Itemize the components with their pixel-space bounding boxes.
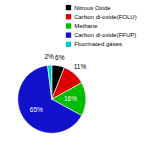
svg-text:Carbon di-oxide(FOLU): Carbon di-oxide(FOLU) bbox=[74, 14, 136, 20]
svg-text:Methane: Methane bbox=[74, 23, 98, 29]
svg-text:2%: 2% bbox=[44, 53, 54, 60]
svg-text:65%: 65% bbox=[30, 106, 43, 113]
svg-text:6%: 6% bbox=[55, 54, 65, 61]
svg-text:11%: 11% bbox=[74, 63, 87, 70]
svg-text:Fluorinated gases: Fluorinated gases bbox=[74, 41, 122, 47]
svg-text:Carbon di-oxide(FFUP): Carbon di-oxide(FFUP) bbox=[74, 32, 136, 38]
svg-text:16%: 16% bbox=[64, 95, 77, 102]
svg-text:Nitrous Oxide: Nitrous Oxide bbox=[74, 5, 111, 11]
